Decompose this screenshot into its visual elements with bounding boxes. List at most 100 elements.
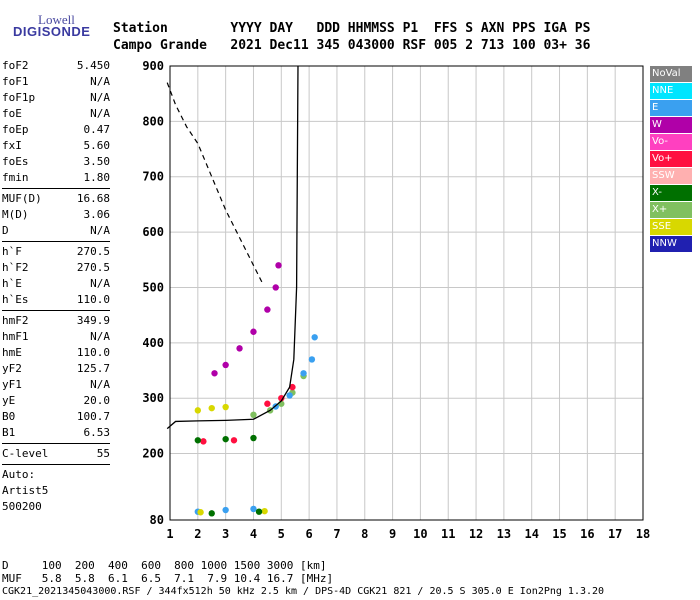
param-label: C-level bbox=[2, 447, 49, 460]
param-row: h`E N/A bbox=[2, 276, 110, 292]
y-tick-label: 700 bbox=[142, 170, 164, 184]
data-point bbox=[300, 372, 307, 380]
param-value: 3.50 bbox=[83, 155, 111, 168]
x-tick-label: 17 bbox=[608, 527, 622, 541]
param-row: hmE 110.0 bbox=[2, 345, 110, 361]
y-tick-label: 400 bbox=[142, 336, 164, 350]
data-point bbox=[289, 383, 296, 391]
legend-item: X- bbox=[650, 185, 692, 201]
param-value: N/A bbox=[90, 277, 110, 290]
param-value: 16.68 bbox=[76, 192, 110, 205]
legend-item: NoVal bbox=[650, 66, 692, 82]
data-point bbox=[255, 508, 263, 515]
param-label: h`Es bbox=[2, 293, 29, 306]
param-label: B1 bbox=[2, 426, 16, 439]
param-label: hmF2 bbox=[2, 314, 29, 327]
param-value: N/A bbox=[90, 75, 110, 88]
param-value: N/A bbox=[90, 224, 110, 237]
data-point bbox=[308, 356, 316, 363]
param-label: Artist5 bbox=[2, 484, 49, 497]
param-label: fxI bbox=[2, 139, 22, 152]
x-tick-label: 15 bbox=[552, 527, 566, 541]
param-label: fmin bbox=[2, 171, 29, 184]
footer-info: CGK21_2021345043000.RSF / 344fx512h 50 k… bbox=[2, 586, 605, 597]
param-label: foE bbox=[2, 107, 22, 120]
data-point bbox=[286, 392, 293, 399]
x-tick-label: 16 bbox=[580, 527, 594, 541]
x-tick-label: 9 bbox=[389, 527, 396, 541]
parameter-panel: foF2 5.450 foF1 N/A foF1p N/A foE N/A foEp 0.47 fx… bbox=[2, 58, 110, 515]
x-tick-label: 6 bbox=[306, 527, 313, 541]
param-value: 349.9 bbox=[76, 314, 110, 327]
param-row: h`F 270.5 bbox=[2, 244, 110, 260]
x-tick-label: 18 bbox=[636, 527, 650, 541]
param-label: h`E bbox=[2, 277, 22, 290]
legend-item: SSW bbox=[650, 168, 692, 184]
param-value: N/A bbox=[90, 107, 110, 120]
data-point bbox=[208, 404, 215, 412]
param-row: hmF1 N/A bbox=[2, 329, 110, 345]
x-tick-label: 11 bbox=[441, 527, 455, 541]
x-tick-label: 1 bbox=[166, 527, 173, 541]
param-label: yE bbox=[2, 394, 16, 407]
param-label: yF2 bbox=[2, 362, 22, 375]
logo-lowell: Lowell bbox=[38, 12, 75, 27]
profile-line bbox=[166, 65, 299, 430]
data-point bbox=[275, 262, 282, 269]
param-label: B0 bbox=[2, 410, 16, 423]
param-row: foE N/A bbox=[2, 106, 110, 122]
max-height-curve bbox=[166, 82, 263, 283]
param-label: h`F2 bbox=[2, 261, 29, 274]
legend: NoVal NNE E W Vo- Vo+ SSW X- X+ SSE NNW bbox=[650, 66, 692, 253]
param-row: yE 20.0 bbox=[2, 393, 110, 409]
data-point bbox=[311, 334, 318, 341]
param-row: foF1 N/A bbox=[2, 74, 110, 90]
data-point bbox=[272, 284, 279, 291]
header-line-1: Station YYYY DAY DDD HHMMSS P1 FFS S AXN… bbox=[113, 21, 591, 36]
param-label: hmF1 bbox=[2, 330, 29, 343]
legend-item: NNW bbox=[650, 236, 692, 252]
data-point bbox=[208, 510, 215, 517]
param-row: foF1p N/A bbox=[2, 90, 110, 106]
data-point bbox=[230, 437, 238, 444]
separator bbox=[2, 464, 110, 465]
data-point bbox=[200, 438, 207, 445]
data-point bbox=[194, 508, 202, 515]
param-value: 270.5 bbox=[76, 261, 110, 274]
y-tick-label: 80 bbox=[150, 513, 164, 527]
footer-distance-row: D 100 200 400 600 800 1000 1500 3000 [km… bbox=[2, 559, 327, 572]
data-point bbox=[194, 437, 202, 444]
data-point bbox=[278, 394, 285, 402]
data-point bbox=[250, 411, 257, 419]
param-value: 270.5 bbox=[76, 245, 110, 258]
header-line-2: Campo Grande 2021 Dec11 345 043000 RSF 0… bbox=[113, 38, 591, 53]
y-tick-label: 600 bbox=[142, 225, 164, 239]
param-row: fmin 1.80 bbox=[2, 170, 110, 186]
x-tick-label: 4 bbox=[250, 527, 257, 541]
param-value: N/A bbox=[90, 330, 110, 343]
data-point bbox=[300, 370, 307, 377]
x-tick-label: 5 bbox=[278, 527, 285, 541]
legend-item: SSE bbox=[650, 219, 692, 235]
param-row: yF2 125.7 bbox=[2, 361, 110, 377]
param-value: 5.60 bbox=[83, 139, 111, 152]
x-tick-label: 13 bbox=[497, 527, 511, 541]
x-tick-label: 3 bbox=[222, 527, 229, 541]
param-row: C-level 55 bbox=[2, 446, 110, 462]
param-value: 110.0 bbox=[76, 346, 110, 359]
param-value: 1.80 bbox=[83, 171, 111, 184]
param-value: N/A bbox=[90, 378, 110, 391]
y-tick-label: 900 bbox=[142, 59, 164, 73]
param-row: MUF(D) 16.68 bbox=[2, 191, 110, 207]
data-point bbox=[272, 403, 279, 410]
data-point bbox=[222, 403, 229, 411]
param-label: foF1 bbox=[2, 75, 29, 88]
param-row: fxI 5.60 bbox=[2, 138, 110, 154]
param-label: 500200 bbox=[2, 500, 42, 513]
data-point bbox=[222, 361, 229, 369]
data-point bbox=[261, 507, 268, 515]
separator bbox=[2, 310, 110, 311]
param-row: D N/A bbox=[2, 223, 110, 239]
param-label: foEp bbox=[2, 123, 29, 136]
param-label: h`F bbox=[2, 245, 22, 258]
